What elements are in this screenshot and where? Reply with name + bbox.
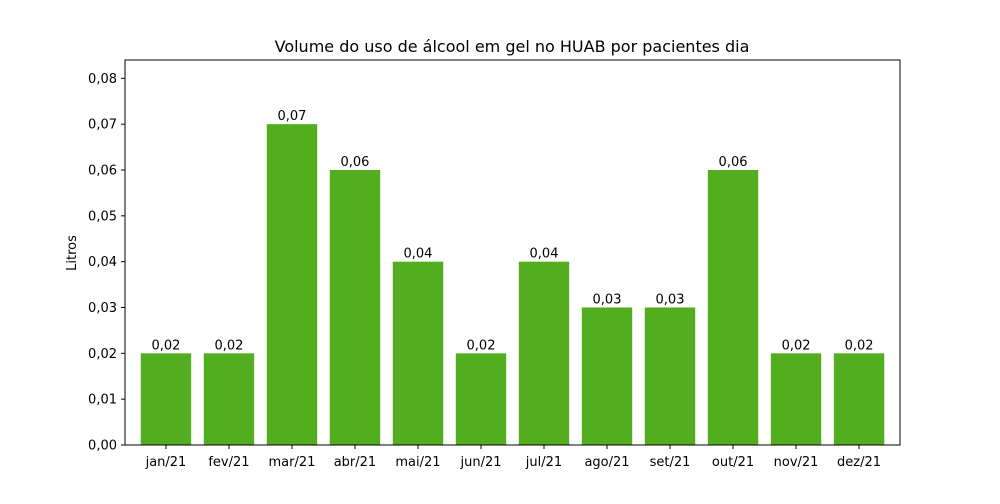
plot-frame bbox=[124, 59, 901, 446]
x-tick-label-out-21: out/21 bbox=[712, 455, 754, 470]
bar-set-21 bbox=[644, 307, 696, 445]
x-axis: jan/21 fev/21 mar/21 abr/21 mai/21 jun/21 jul/… bbox=[145, 445, 881, 470]
value-label-fev-21: 0,02 bbox=[214, 338, 243, 353]
bar-mar-21 bbox=[266, 124, 318, 446]
x-tick-label-set-21: set/21 bbox=[650, 455, 691, 470]
x-tick-label-fev-21: fev/21 bbox=[208, 455, 249, 470]
bar-dez-21 bbox=[833, 353, 885, 445]
y-tick-label: 0,06 bbox=[88, 164, 117, 179]
bar-abr-21 bbox=[329, 170, 381, 445]
y-axis: 0,00 0,01 0,02 0,03 0,04 0,05 0,06 0,07 0,08 bbox=[88, 72, 125, 454]
value-label-mar-21: 0,07 bbox=[277, 109, 306, 124]
chart-title: Volume do uso de álcool em gel no HUAB p… bbox=[275, 37, 750, 56]
value-label-nov-21: 0,02 bbox=[782, 338, 811, 353]
x-tick-label-jul-21: jul/21 bbox=[525, 455, 562, 470]
value-label-ago-21: 0,03 bbox=[593, 293, 622, 308]
x-tick-label-jan-21: jan/21 bbox=[145, 455, 187, 470]
y-tick-label: 0,03 bbox=[88, 301, 117, 316]
value-label-out-21: 0,06 bbox=[719, 155, 748, 170]
y-tick-label: 0,04 bbox=[88, 255, 117, 270]
x-tick-label-dez-21: dez/21 bbox=[837, 455, 881, 470]
bar-jun-21 bbox=[455, 353, 507, 445]
bar-fev-21 bbox=[203, 353, 255, 445]
y-tick-label: 0,08 bbox=[88, 72, 117, 87]
y-tick-label: 0,00 bbox=[88, 439, 117, 454]
value-label-jul-21: 0,04 bbox=[530, 247, 559, 262]
value-label-jan-21: 0,02 bbox=[151, 338, 180, 353]
bar-ago-21 bbox=[581, 307, 633, 445]
bar-mai-21 bbox=[392, 261, 444, 445]
y-tick-label: 0,05 bbox=[88, 209, 117, 224]
bar-jul-21 bbox=[518, 261, 570, 445]
value-label-mai-21: 0,04 bbox=[404, 247, 433, 262]
x-tick-label-mai-21: mai/21 bbox=[395, 455, 440, 470]
x-tick-label-mar-21: mar/21 bbox=[269, 455, 316, 470]
y-tick-label: 0,07 bbox=[88, 118, 117, 133]
x-tick-label-jun-21: jun/21 bbox=[459, 455, 501, 470]
x-tick-label-nov-21: nov/21 bbox=[774, 455, 819, 470]
bar-nov-21 bbox=[770, 353, 822, 445]
value-label-abr-21: 0,06 bbox=[341, 155, 370, 170]
bars-group bbox=[140, 124, 885, 446]
x-tick-label-abr-21: abr/21 bbox=[334, 455, 377, 470]
value-labels-group: 0,02 0,02 0,07 0,06 0,04 0,02 0,04 0,03 0,03 0,06… bbox=[151, 109, 873, 353]
y-tick-label: 0,02 bbox=[88, 347, 117, 362]
value-label-jun-21: 0,02 bbox=[467, 338, 496, 353]
x-tick-label-ago-21: ago/21 bbox=[584, 455, 629, 470]
bar-out-21 bbox=[707, 170, 759, 445]
bar-jan-21 bbox=[140, 353, 192, 445]
value-label-set-21: 0,03 bbox=[656, 293, 685, 308]
value-label-dez-21: 0,02 bbox=[845, 338, 874, 353]
y-axis-title: Litros bbox=[65, 235, 80, 271]
y-tick-label: 0,01 bbox=[88, 393, 117, 408]
